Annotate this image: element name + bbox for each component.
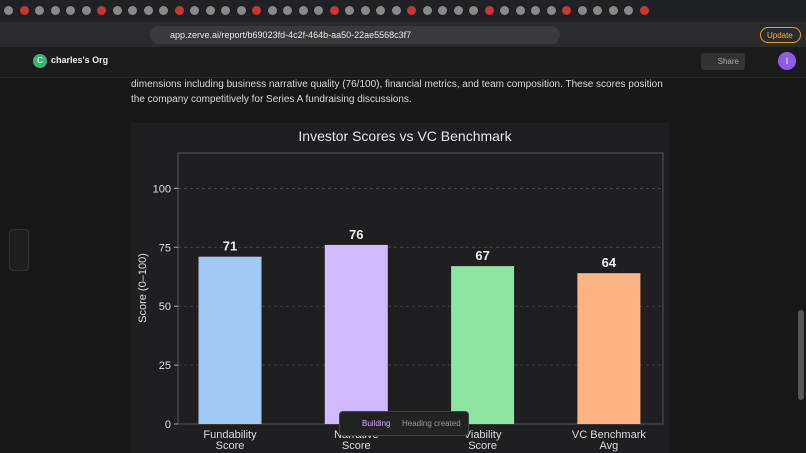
tab-icon[interactable]	[97, 6, 106, 15]
tab-icon[interactable]	[608, 6, 618, 15]
tab-bar	[0, 0, 806, 22]
tab-icon[interactable]	[639, 6, 649, 15]
y-axis-label: Score (0–100)	[137, 253, 149, 323]
tab-icon[interactable]	[500, 6, 509, 15]
side-toc[interactable]	[9, 229, 29, 271]
tab-icon[interactable]	[407, 6, 416, 15]
tab-icon[interactable]	[376, 6, 385, 15]
tab-icon[interactable]	[329, 6, 339, 15]
tab-icon[interactable]	[143, 6, 153, 15]
tab-icon[interactable]	[624, 6, 633, 15]
tab-icon[interactable]	[66, 6, 75, 15]
x-tick-label: VC Benchmark Avg	[572, 429, 646, 452]
tab-icon[interactable]	[469, 6, 478, 15]
chart-title: Investor Scores vs VC Benchmark	[298, 128, 512, 144]
value-label: 67	[475, 248, 489, 263]
tab-icon[interactable]	[453, 6, 463, 15]
tab-icon[interactable]	[159, 6, 168, 15]
tab-icon[interactable]	[546, 6, 556, 15]
tab-icon[interactable]	[360, 6, 370, 15]
tab-icon[interactable]	[50, 6, 60, 15]
tab-icon[interactable]	[298, 6, 308, 15]
tab-icon[interactable]	[267, 6, 277, 15]
status-toast: Building Heading created	[339, 411, 469, 436]
bar	[577, 273, 641, 424]
tab-icon[interactable]	[531, 6, 540, 15]
chart: Investor Scores vs VC Benchmark Score (0…	[131, 123, 669, 453]
scrollbar[interactable]	[798, 310, 804, 400]
tab-icon[interactable]	[562, 6, 571, 15]
tab-icon[interactable]	[422, 6, 432, 15]
y-tick-label: 75	[159, 242, 171, 254]
value-label: 71	[223, 239, 237, 254]
tab-icon[interactable]	[4, 6, 13, 15]
tab-icon[interactable]	[593, 6, 602, 15]
x-tick-label: Viability Score	[464, 429, 502, 452]
value-label: 76	[349, 227, 363, 242]
y-tick-label: 100	[153, 183, 171, 195]
org-name[interactable]: charles's Org	[51, 55, 109, 65]
toast-message: Heading created	[402, 419, 461, 428]
tab-icon[interactable]	[81, 6, 91, 15]
tab-icon[interactable]	[438, 6, 447, 15]
x-tick-label: Fundability Score	[203, 429, 257, 452]
tab-icon[interactable]	[19, 6, 29, 15]
url-field[interactable]: app.zerve.ai/report/b69023fd-4c2f-464b-a…	[150, 26, 560, 44]
tab-icon[interactable]	[236, 6, 246, 15]
tab-icon[interactable]	[345, 6, 354, 15]
tab-icon[interactable]	[283, 6, 292, 15]
tab-icon[interactable]	[221, 6, 230, 15]
y-tick-label: 25	[159, 360, 171, 372]
value-label: 64	[602, 255, 617, 270]
bar	[451, 266, 515, 424]
tab-icon[interactable]	[391, 6, 401, 15]
update-button[interactable]: Update	[760, 27, 801, 43]
bar	[198, 256, 262, 424]
user-avatar[interactable]: I	[778, 52, 796, 70]
tab-icon[interactable]	[314, 6, 323, 15]
app-header	[0, 47, 806, 78]
tab-icon[interactable]	[205, 6, 215, 15]
y-tick-label: 50	[159, 301, 171, 313]
tab-icon[interactable]	[174, 6, 184, 15]
tab-icon[interactable]	[190, 6, 199, 15]
share-button[interactable]: Share	[701, 53, 745, 70]
tab-icon[interactable]	[112, 6, 122, 15]
bar	[324, 244, 388, 424]
tab-icon[interactable]	[128, 6, 137, 15]
report-paragraph: dimensions including business narrative …	[131, 79, 663, 105]
tab-icon[interactable]	[35, 6, 44, 15]
tab-icon[interactable]	[515, 6, 525, 15]
org-avatar[interactable]: C	[33, 54, 47, 68]
tab-icon[interactable]	[252, 6, 261, 15]
toast-status: Building	[362, 419, 391, 428]
tab-icon[interactable]	[577, 6, 587, 15]
y-tick-label: 0	[165, 419, 171, 431]
tab-icon[interactable]	[484, 6, 494, 15]
